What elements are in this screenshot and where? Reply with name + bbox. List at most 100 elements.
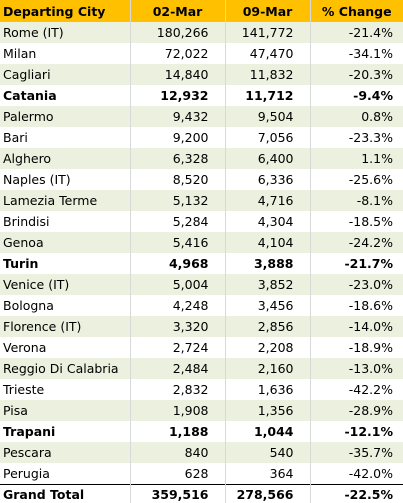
cell: 5,416 [129,232,225,253]
cell: 5,004 [129,274,225,295]
row: Trapani 1,188 1,044 -12.1% [0,421,403,442]
cell: -25.6% [309,169,403,190]
cell: 1,356 [224,400,310,421]
cell: 47,470 [224,43,310,64]
cell: Genoa [0,232,130,253]
cell: 540 [224,442,310,463]
cell: 5,284 [129,211,225,232]
cell: 3,456 [224,295,310,316]
cell: -28.9% [309,400,403,421]
cell: -8.1% [309,190,403,211]
cell: -13.0% [309,358,403,379]
cell: 278,566 [224,484,310,503]
header-cell: 09-Mar [224,0,310,22]
cell: -23.3% [309,127,403,148]
row: Perugia 628 364 -42.0% [0,463,403,485]
cell: -42.0% [309,463,403,485]
row: Bologna 4,248 3,456 -18.6% [0,295,403,316]
cell: 72,022 [129,43,225,64]
row: Catania 12,932 11,712 -9.4% [0,85,403,106]
row: Verona 2,724 2,208 -18.9% [0,337,403,358]
cell: 7,056 [224,127,310,148]
row: Rome (IT) 180,266 141,772 -21.4% [0,22,403,43]
row: Pisa 1,908 1,356 -28.9% [0,400,403,421]
cell: 4,104 [224,232,310,253]
cell: Palermo [0,106,130,127]
row: Florence (IT) 3,320 2,856 -14.0% [0,316,403,337]
cell: 0.8% [309,106,403,127]
row: Brindisi 5,284 4,304 -18.5% [0,211,403,232]
row: Turin 4,968 3,888 -21.7% [0,253,403,274]
cell: Alghero [0,148,130,169]
cell: 4,968 [129,253,225,274]
cell: 3,888 [224,253,310,274]
cell: -18.9% [309,337,403,358]
cell: 2,724 [129,337,225,358]
cell: 2,832 [129,379,225,400]
cell: Turin [3,256,39,271]
cell: -35.7% [309,442,403,463]
cell: 3,852 [224,274,310,295]
cell: 628 [129,463,225,485]
cell: -18.6% [309,295,403,316]
cell: -22.5% [309,484,403,503]
cell: 364 [224,463,310,485]
cell: 180,266 [129,22,225,43]
cell: 8,520 [129,169,225,190]
cell: -12.1% [309,421,403,442]
table-body: Rome (IT) 180,266 141,772 -21.4% Milan 72,022… [0,22,403,485]
cell: 2,160 [224,358,310,379]
cell: -21.7% [309,253,403,274]
cell: Milan [3,46,37,61]
cell: 141,772 [224,22,310,43]
cell: -34.1% [309,43,403,64]
cell: -14.0% [309,316,403,337]
cell: 1,044 [224,421,310,442]
row: Alghero 6,328 6,400 1.1% [0,148,403,169]
cell: 14,840 [129,64,225,85]
cell: 9,432 [129,106,225,127]
cell: -24.2% [309,232,403,253]
row: Lamezia Terme 5,132 4,716 -8.1% [0,190,403,211]
cell: -20.3% [309,64,403,85]
row: Pescara 840 540 -35.7% [0,442,403,463]
row: Milan 72,022 47,470 -34.1% [0,43,403,64]
cell: 11,832 [224,64,310,85]
cell: 11,712 [224,85,310,106]
cell: Brindisi [3,214,50,229]
cell: -9.4% [309,85,403,106]
cell: Pisa [0,400,130,421]
cell: -18.5% [309,211,403,232]
cell: Venice (IT) [0,274,130,295]
cell: 1,636 [224,379,310,400]
cell: 6,400 [224,148,310,169]
row: Genoa 5,416 4,104 -24.2% [0,232,403,253]
row: Cagliari 14,840 11,832 -20.3% [0,64,403,85]
cell: Pescara [0,442,130,463]
header-cell: Departing City [0,0,130,22]
cell: -42.2% [309,379,403,400]
row: Palermo 9,432 9,504 0.8% [0,106,403,127]
cell: 1.1% [309,148,403,169]
cell: Naples (IT) [3,172,71,187]
row: Bari 9,200 7,056 -23.3% [0,127,403,148]
cell: 2,856 [224,316,310,337]
cell: Bologna [3,298,54,313]
cell: Trieste [3,382,45,397]
cell: 9,200 [129,127,225,148]
cell: 4,304 [224,211,310,232]
cell: 9,504 [224,106,310,127]
row: Reggio Di Calabria 2,484 2,160 -13.0% [0,358,403,379]
cell: 1,188 [129,421,225,442]
cell: 3,320 [129,316,225,337]
cell: Trapani [3,424,56,439]
cell: 840 [129,442,225,463]
header-row: Departing City 02-Mar 09-Mar% Change [0,0,403,22]
cell: Florence (IT) [0,316,130,337]
cell: Perugia [3,466,50,481]
cell: Reggio Di Calabria [0,358,130,379]
cell: Catania [3,88,57,103]
cell: 4,248 [129,295,225,316]
